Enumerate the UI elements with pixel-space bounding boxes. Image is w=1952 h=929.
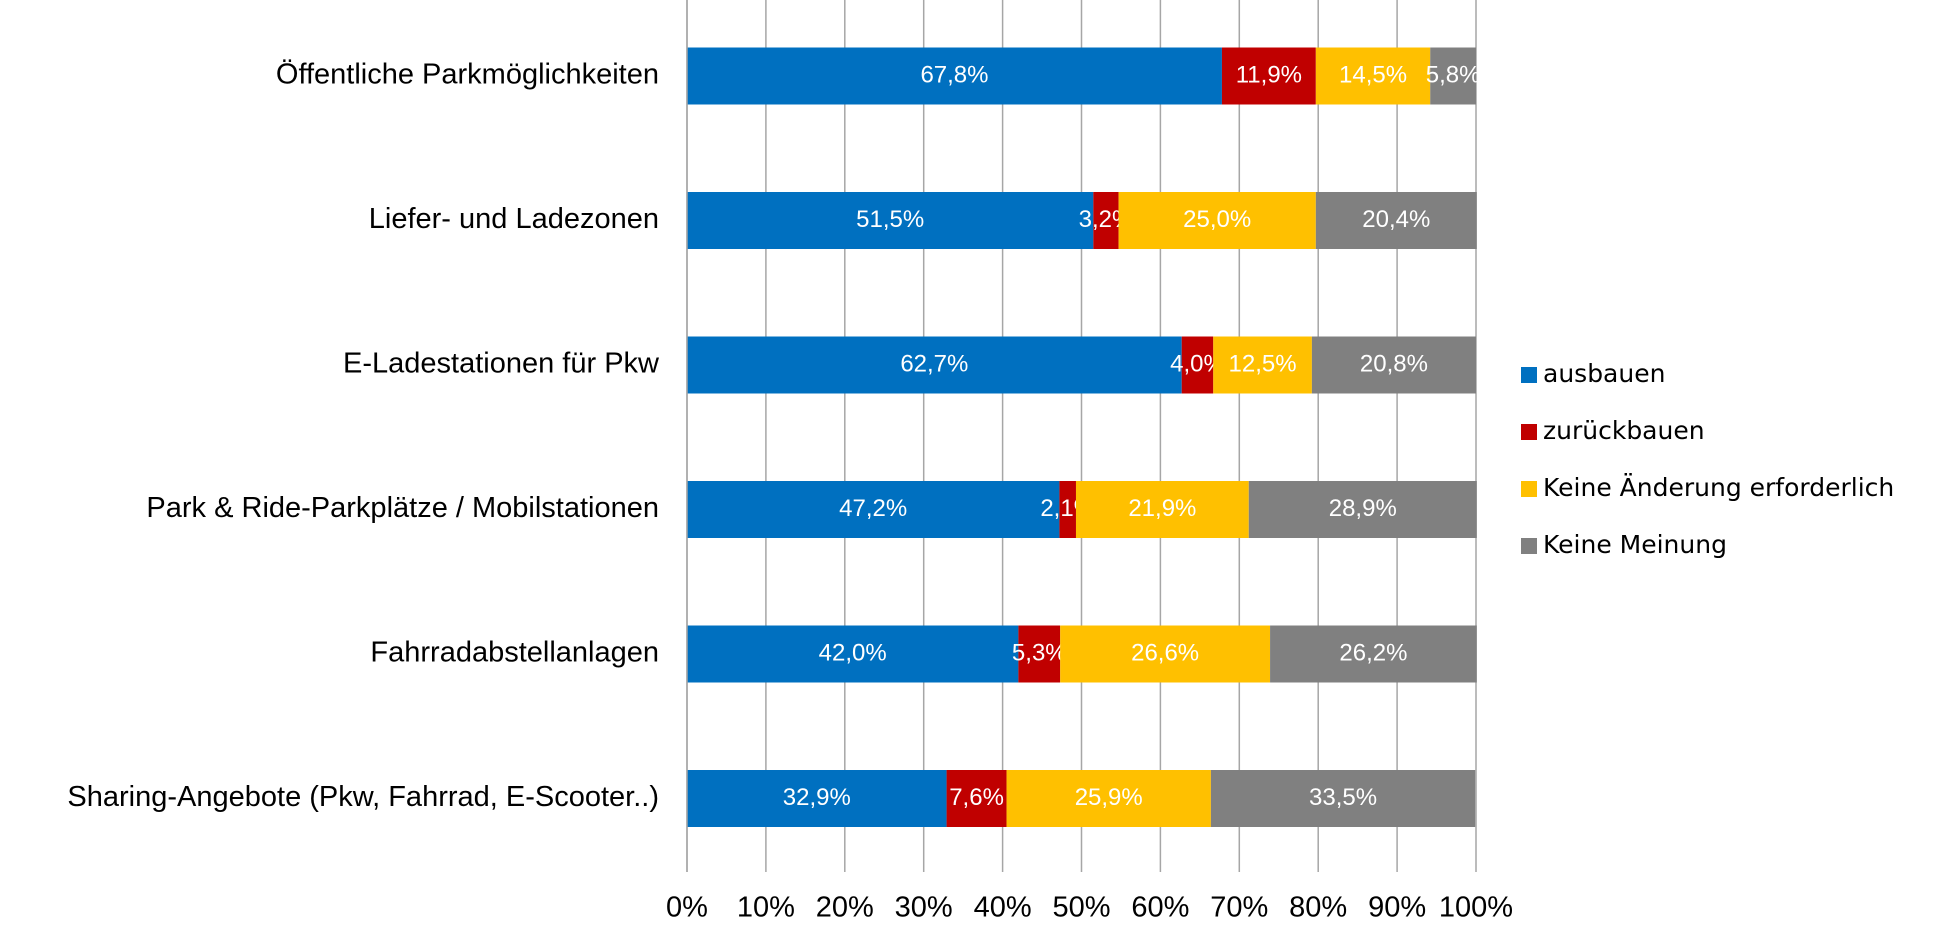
bar-segment <box>1060 625 1271 683</box>
y-tick-label: Fahrradabstellanlagen <box>370 637 659 669</box>
bar-segment <box>687 192 1094 249</box>
y-tick-label: Öffentliche Parkmöglichkeiten <box>276 59 659 91</box>
bar-segment <box>687 770 947 827</box>
x-tick-label: 10% <box>737 892 795 924</box>
value-label: 7,6% <box>949 784 1004 811</box>
bar-segment <box>687 481 1060 538</box>
bar-segment <box>1430 47 1476 105</box>
value-label: 21,9% <box>1128 495 1196 522</box>
legend-swatch <box>1521 481 1537 497</box>
x-tick-label: 70% <box>1210 892 1268 924</box>
y-tick-label: E-Ladestationen für Pkw <box>343 348 660 380</box>
bar-segment <box>1248 481 1477 538</box>
bar-segment <box>687 336 1182 394</box>
bar-segment <box>687 47 1222 105</box>
x-tick-label: 20% <box>816 892 874 924</box>
bar-segment <box>1270 625 1477 683</box>
value-label: 28,9% <box>1329 495 1397 522</box>
legend-label: Keine Meinung <box>1543 530 1727 559</box>
y-tick-label: Sharing-Angebote (Pkw, Fahrrad, E-Scoote… <box>67 781 659 813</box>
legend-swatch <box>1521 538 1537 554</box>
x-tick-label: 50% <box>1052 892 1110 924</box>
legend-label: ausbauen <box>1543 359 1665 388</box>
bar-segment <box>1181 336 1214 394</box>
y-tick-label: Liefer- und Ladezonen <box>369 203 659 235</box>
value-label: 26,2% <box>1339 639 1407 666</box>
y-tick-label: Park & Ride-Parkplätze / Mobilstationen <box>146 492 659 524</box>
legend-swatch <box>1521 367 1537 383</box>
value-label: 67,8% <box>920 61 988 88</box>
bar-segment <box>1075 481 1249 538</box>
legend-label: zurückbauen <box>1543 416 1705 445</box>
value-label: 26,6% <box>1131 639 1199 666</box>
x-tick-label: 90% <box>1368 892 1426 924</box>
value-label: 42,0% <box>819 639 887 666</box>
value-label: 20,4% <box>1362 206 1430 233</box>
legend-label: Keine Änderung erforderlich <box>1543 473 1894 502</box>
bar-segment <box>1213 336 1312 394</box>
value-label: 5,8% <box>1426 61 1481 88</box>
bar-segment <box>1118 192 1316 249</box>
bar-segment <box>687 625 1019 683</box>
bar-segment <box>1018 625 1061 683</box>
x-tick-label: 40% <box>974 892 1032 924</box>
bar-segment <box>1311 336 1476 394</box>
bar-segment <box>1221 47 1316 105</box>
value-label: 12,5% <box>1229 350 1297 377</box>
value-label: 11,9% <box>1236 61 1302 88</box>
bar-segment <box>1059 481 1076 538</box>
value-label: 51,5% <box>856 206 924 233</box>
x-tick-label: 0% <box>666 892 708 924</box>
value-label: 33,5% <box>1309 784 1377 811</box>
x-tick-label: 80% <box>1289 892 1347 924</box>
value-label: 32,9% <box>783 784 851 811</box>
x-tick-label: 60% <box>1131 892 1189 924</box>
x-tick-label: 100% <box>1439 892 1513 924</box>
bar-segment <box>946 770 1007 827</box>
bar-segment <box>1315 47 1431 105</box>
bar-segment <box>1006 770 1211 827</box>
bar-segment <box>1093 192 1119 249</box>
value-label: 14,5% <box>1339 61 1407 88</box>
value-label: 25,0% <box>1183 206 1251 233</box>
x-tick-label: 30% <box>895 892 953 924</box>
value-label: 5,3% <box>1012 639 1067 666</box>
value-label: 20,8% <box>1360 350 1428 377</box>
legend-swatch <box>1521 424 1537 440</box>
value-label: 25,9% <box>1075 784 1143 811</box>
bar-segment <box>1210 770 1476 827</box>
bar-segment <box>1315 192 1477 249</box>
value-label: 62,7% <box>900 350 968 377</box>
value-label: 47,2% <box>839 495 907 522</box>
